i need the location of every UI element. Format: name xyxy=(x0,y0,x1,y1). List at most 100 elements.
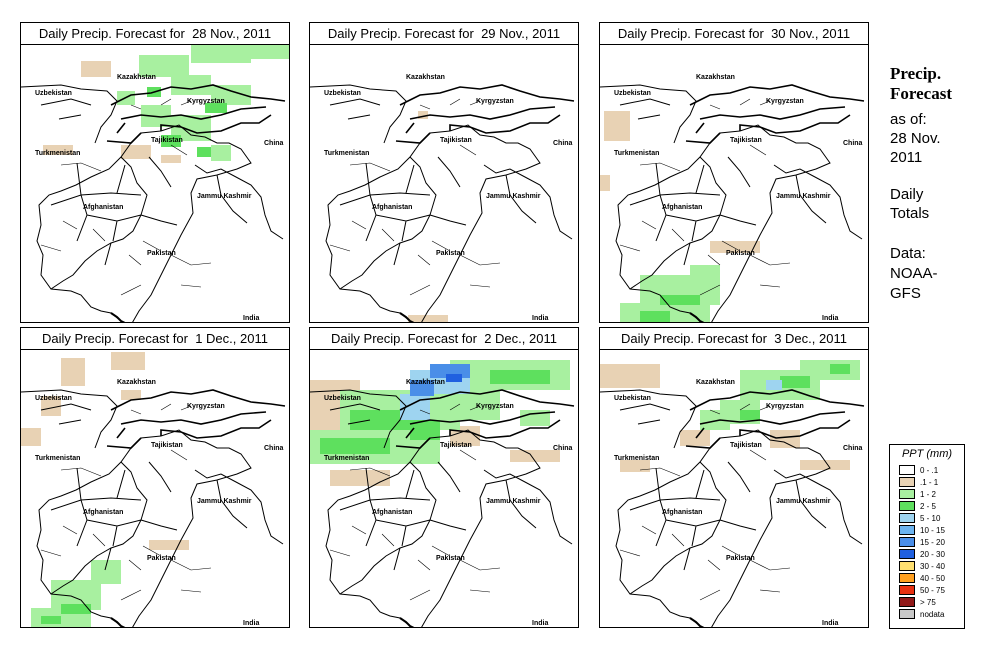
label-turkmenistan: Turkmenistan xyxy=(35,455,80,462)
label-jammu-kashmir: Jammu Kashmir xyxy=(486,193,541,200)
label-pakistan: Pakistan xyxy=(436,250,465,257)
label-china: China xyxy=(553,445,573,452)
forecast-panel-30-nov: Daily Precip. Forecast for 30 Nov., 2011… xyxy=(599,22,869,323)
legend-item: > 75 xyxy=(899,597,961,608)
forecast-panel-2-dec: Daily Precip. Forecast for 2 Dec., 2011 … xyxy=(309,327,579,628)
label-jammu-kashmir: Jammu Kashmir xyxy=(486,498,541,505)
legend-item: 5 - 10 xyxy=(899,513,961,524)
legend-label: 30 - 40 xyxy=(920,562,945,571)
label-kyrgyzstan: Kyrgyzstan xyxy=(766,403,804,410)
panel-title: Daily Precip. Forecast for 30 Nov., 2011 xyxy=(600,23,868,45)
label-india: India xyxy=(822,620,838,627)
legend-item: 10 - 15 xyxy=(899,525,961,536)
legend-swatch xyxy=(899,513,915,523)
legend-item: 2 - 5 xyxy=(899,501,961,512)
label-uzbekistan: Uzbekistan xyxy=(35,395,72,402)
label-india: India xyxy=(532,620,548,627)
panel-title: Daily Precip. Forecast for 3 Dec., 2011 xyxy=(600,328,868,350)
sidebar-data-line2: NOAA- xyxy=(890,265,938,282)
label-turkmenistan: Turkmenistan xyxy=(35,150,80,157)
label-china: China xyxy=(264,140,284,147)
label-kazakhstan: Kazakhstan xyxy=(406,379,445,386)
label-jammu-kashmir: Jammu Kashmir xyxy=(776,498,831,505)
label-jammu-kashmir: Jammu Kashmir xyxy=(197,193,252,200)
label-uzbekistan: Uzbekistan xyxy=(614,90,651,97)
label-afghanistan: Afghanistan xyxy=(372,204,412,211)
legend-label: 15 - 20 xyxy=(920,538,945,547)
forecast-map: Kazakhstan Uzbekistan Kyrgyzstan Tajikis… xyxy=(21,352,286,627)
label-kazakhstan: Kazakhstan xyxy=(117,74,156,81)
forecast-panel-29-nov: Daily Precip. Forecast for 29 Nov., 2011… xyxy=(309,22,579,323)
label-uzbekistan: Uzbekistan xyxy=(614,395,651,402)
legend-label: 5 - 10 xyxy=(920,514,941,523)
label-tajikistan: Tajikistan xyxy=(730,442,762,449)
panel-title: Daily Precip. Forecast for 28 Nov., 2011 xyxy=(21,23,289,45)
label-kazakhstan: Kazakhstan xyxy=(696,379,735,386)
label-kazakhstan: Kazakhstan xyxy=(117,379,156,386)
label-china: China xyxy=(843,445,863,452)
legend-label: 50 - 75 xyxy=(920,586,945,595)
legend-swatch xyxy=(899,549,915,559)
sidebar-totals-line1: Daily xyxy=(890,186,924,203)
label-pakistan: Pakistan xyxy=(147,555,176,562)
forecast-panel-1-dec: Daily Precip. Forecast for 1 Dec., 2011 … xyxy=(20,327,290,628)
legend-label: nodata xyxy=(920,610,945,619)
legend-item: 0 - .1 xyxy=(899,465,961,476)
legend-label: 2 - 5 xyxy=(920,502,937,511)
sidebar-title-line1: Precip. xyxy=(890,64,942,83)
label-india: India xyxy=(532,315,548,322)
label-kyrgyzstan: Kyrgyzstan xyxy=(766,98,804,105)
label-afghanistan: Afghanistan xyxy=(662,204,702,211)
label-afghanistan: Afghanistan xyxy=(662,509,702,516)
forecast-map: Kazakhstan Uzbekistan Kyrgyzstan Tajikis… xyxy=(600,360,865,627)
legend-swatch xyxy=(899,489,915,499)
label-china: China xyxy=(553,140,573,147)
forecast-panel-3-dec: Daily Precip. Forecast for 3 Dec., 2011 … xyxy=(599,327,869,628)
label-india: India xyxy=(243,620,259,627)
forecast-map: Kazakhstan Uzbekistan Kyrgyzstan Tajikis… xyxy=(310,74,575,322)
label-tajikistan: Tajikistan xyxy=(151,137,183,144)
legend-label: > 75 xyxy=(920,598,936,607)
label-kyrgyzstan: Kyrgyzstan xyxy=(187,98,225,105)
sidebar-title-line2: Forecast xyxy=(890,84,952,103)
legend-swatch xyxy=(899,537,915,547)
sidebar-asof-line3: 2011 xyxy=(890,149,923,166)
label-uzbekistan: Uzbekistan xyxy=(324,395,361,402)
legend-title: PPT (mm) xyxy=(901,448,953,460)
panel-title: Daily Precip. Forecast for 2 Dec., 2011 xyxy=(310,328,578,350)
precip-legend: PPT (mm) 0 - .1 .1 - 1 1 - 2 2 - 5 5 - 1… xyxy=(889,444,965,629)
forecast-map: Kazakhstan Uzbekistan Kyrgyzstan Tajikis… xyxy=(21,45,289,322)
label-uzbekistan: Uzbekistan xyxy=(35,90,72,97)
legend-item: .1 - 1 xyxy=(899,477,961,488)
legend-swatch xyxy=(899,609,915,619)
sidebar-asof-line2: 28 Nov. xyxy=(890,130,941,147)
sidebar-data-line3: GFS xyxy=(890,285,921,302)
legend-swatch xyxy=(899,561,915,571)
label-turkmenistan: Turkmenistan xyxy=(614,455,659,462)
legend-item: 1 - 2 xyxy=(899,489,961,500)
panel-title: Daily Precip. Forecast for 1 Dec., 2011 xyxy=(21,328,289,350)
label-kyrgyzstan: Kyrgyzstan xyxy=(476,403,514,410)
forecast-map: Kazakhstan Uzbekistan Kyrgyzstan Tajikis… xyxy=(600,74,865,322)
label-tajikistan: Tajikistan xyxy=(440,442,472,449)
legend-item: 50 - 75 xyxy=(899,585,961,596)
legend-swatch xyxy=(899,573,915,583)
legend-label: 1 - 2 xyxy=(920,490,937,499)
label-pakistan: Pakistan xyxy=(726,250,755,257)
label-pakistan: Pakistan xyxy=(726,555,755,562)
label-pakistan: Pakistan xyxy=(436,555,465,562)
label-india: India xyxy=(822,315,838,322)
legend-label: 0 - .1 xyxy=(920,466,939,475)
sidebar-asof-line1: as of: xyxy=(890,111,927,128)
legend-item: 40 - 50 xyxy=(899,573,961,584)
label-kazakhstan: Kazakhstan xyxy=(406,74,445,81)
label-turkmenistan: Turkmenistan xyxy=(324,455,369,462)
label-afghanistan: Afghanistan xyxy=(83,204,123,211)
label-tajikistan: Tajikistan xyxy=(440,137,472,144)
label-turkmenistan: Turkmenistan xyxy=(324,150,369,157)
label-afghanistan: Afghanistan xyxy=(83,509,123,516)
sidebar-totals-line2: Totals xyxy=(890,205,930,222)
label-kyrgyzstan: Kyrgyzstan xyxy=(476,98,514,105)
legend-item: 30 - 40 xyxy=(899,561,961,572)
legend-item: 15 - 20 xyxy=(899,537,961,548)
